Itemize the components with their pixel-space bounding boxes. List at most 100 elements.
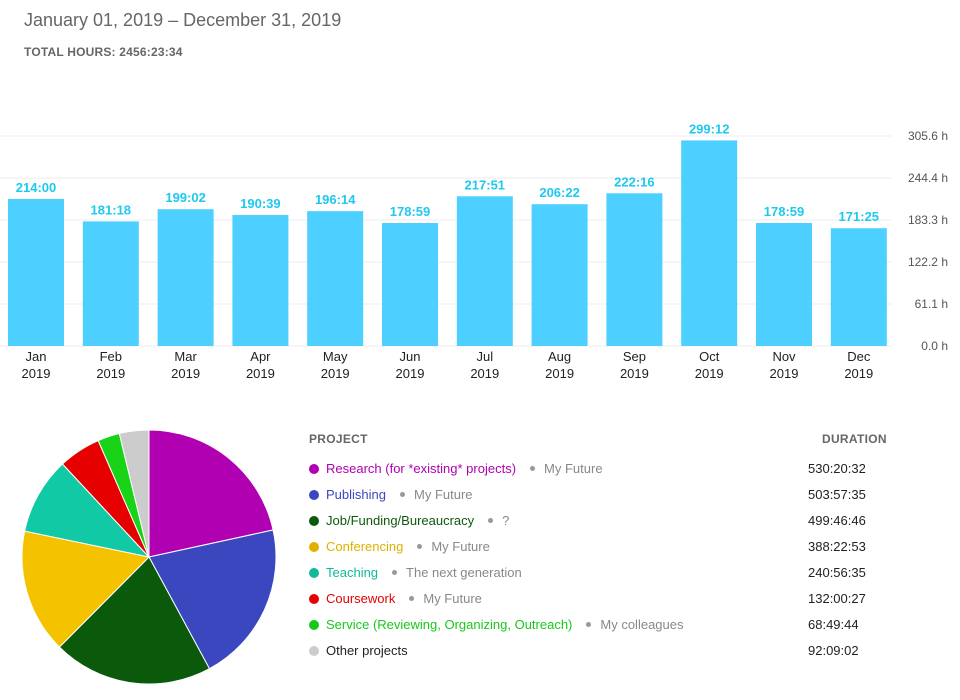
x-tick-year-label: 2019 <box>171 366 200 381</box>
project-row[interactable]: Teaching The next generation 240:56:35 <box>309 562 909 588</box>
project-color-dot <box>309 464 319 474</box>
project-name[interactable]: Teaching <box>326 565 379 580</box>
x-tick-label: Jan <box>26 349 47 364</box>
client-name: My Future <box>414 487 473 502</box>
x-tick-label: Nov <box>772 349 796 364</box>
y-tick-label: 305.6 h <box>908 129 948 143</box>
project-row[interactable]: Publishing My Future 503:57:35 <box>309 484 909 510</box>
separator-dot <box>392 570 398 575</box>
x-tick-year-label: 2019 <box>770 366 799 381</box>
x-tick-label: Sep <box>623 349 646 364</box>
bar-mar <box>157 209 214 346</box>
y-tick-label: 122.2 h <box>908 255 948 269</box>
project-column-header: PROJECT <box>309 432 368 446</box>
x-tick-year-label: 2019 <box>545 366 574 381</box>
bar-feb <box>82 221 139 346</box>
y-tick-label: 61.1 h <box>915 297 948 311</box>
x-tick-label: Mar <box>174 349 197 364</box>
project-duration: 240:56:35 <box>808 565 866 580</box>
y-tick-label: 244.4 h <box>908 171 948 185</box>
x-tick-label: Apr <box>250 349 271 364</box>
project-duration: 530:20:32 <box>808 461 866 476</box>
project-duration: 388:22:53 <box>808 539 866 554</box>
project-color-dot <box>309 620 319 630</box>
project-color-dot <box>309 594 319 604</box>
total-hours-label: TOTAL HOURS: 2456:23:34 <box>24 45 183 59</box>
project-name[interactable]: Service (Reviewing, Organizing, Outreach… <box>326 617 573 632</box>
project-row[interactable]: Service (Reviewing, Organizing, Outreach… <box>309 614 909 640</box>
client-name: My Future <box>423 591 482 606</box>
bar-nov <box>756 223 812 346</box>
project-duration: 499:46:46 <box>808 513 866 528</box>
project-color-dot <box>309 490 319 500</box>
project-color-dot <box>309 568 319 578</box>
bar-jun <box>382 223 438 346</box>
pie-slice <box>58 556 211 685</box>
x-tick-year-label: 2019 <box>470 366 499 381</box>
separator-dot <box>488 518 494 523</box>
monthly-hours-bar-chart: 305.6 h 244.4 h 183.3 h 122.2 h 61.1 h 0.0 h 2… <box>0 121 948 381</box>
bar-oct <box>681 140 738 346</box>
x-tick-label: Dec <box>847 349 871 364</box>
bar-value-label: 206:22 <box>539 185 579 200</box>
project-name[interactable]: Research (for *existing* projects) <box>326 461 517 476</box>
bar-sep <box>606 193 663 346</box>
x-tick-label: Feb <box>100 349 122 364</box>
x-tick-year-label: 2019 <box>695 366 724 381</box>
pie-slice <box>21 530 151 648</box>
project-legend-list: Research (for *existing* projects) My Fut… <box>309 458 909 666</box>
x-tick-year-label: 2019 <box>22 366 51 381</box>
bar-value-label: 214:00 <box>16 180 56 195</box>
bar-apr <box>232 214 289 346</box>
project-duration: 132:00:27 <box>808 591 866 606</box>
date-range-title: January 01, 2019 – December 31, 2019 <box>24 10 342 30</box>
bar-value-label: 199:02 <box>165 190 205 205</box>
pie-slice <box>148 529 277 670</box>
separator-dot <box>400 492 405 497</box>
project-name[interactable]: Publishing <box>326 487 386 502</box>
separator-dot <box>586 622 592 627</box>
pie-slice <box>24 463 151 558</box>
separator-dot <box>409 596 415 601</box>
project-row[interactable]: Coursework My Future 132:00:27 <box>309 588 909 614</box>
project-row[interactable]: Other projects 92:09:02 <box>309 640 909 666</box>
project-row[interactable]: Job/Funding/Bureaucracy? 499:46:46 <box>309 510 909 536</box>
bar-may <box>307 211 364 346</box>
bar-value-label: 196:14 <box>315 192 356 207</box>
y-tick-label: 183.3 h <box>908 213 948 227</box>
project-duration: 503:57:35 <box>808 487 866 502</box>
client-name: My Future <box>544 461 603 476</box>
x-tick-label: Jul <box>476 349 493 364</box>
x-tick-year-label: 2019 <box>246 366 275 381</box>
project-name[interactable]: Coursework <box>326 591 396 606</box>
bar-dec <box>830 228 887 346</box>
bar-value-label: 178:59 <box>390 204 430 219</box>
client-name: ? <box>502 513 510 528</box>
bar-value-label: 190:39 <box>240 196 280 211</box>
pie-slice <box>148 429 274 558</box>
bar-value-label: 299:12 <box>689 121 729 136</box>
project-row[interactable]: Research (for *existing* projects) My Fut… <box>309 458 909 484</box>
y-tick-label: 0.0 h <box>921 339 948 353</box>
x-tick-label: Oct <box>699 349 720 364</box>
project-color-dot <box>309 542 319 552</box>
bar-jul <box>456 196 513 346</box>
bar-value-label: 178:59 <box>764 204 804 219</box>
x-tick-year-label: 2019 <box>96 366 125 381</box>
project-name[interactable]: Job/Funding/Bureaucracy <box>326 513 475 528</box>
project-name[interactable]: Other projects <box>326 643 408 658</box>
x-tick-year-label: 2019 <box>844 366 873 381</box>
bar-value-label: 181:18 <box>91 202 131 217</box>
project-row[interactable]: Conferencing My Future 388:22:53 <box>309 536 909 562</box>
project-duration: 92:09:02 <box>808 643 859 658</box>
x-tick-label: Jun <box>400 349 421 364</box>
project-color-dot <box>309 646 319 656</box>
bar-value-label: 217:51 <box>465 177 505 192</box>
bar-value-label: 171:25 <box>839 209 879 224</box>
bar-aug <box>531 204 588 346</box>
x-tick-year-label: 2019 <box>396 366 425 381</box>
bar-value-label: 222:16 <box>614 174 654 189</box>
project-name[interactable]: Conferencing <box>326 539 404 554</box>
separator-dot <box>417 544 423 549</box>
bar-jan <box>8 198 64 346</box>
